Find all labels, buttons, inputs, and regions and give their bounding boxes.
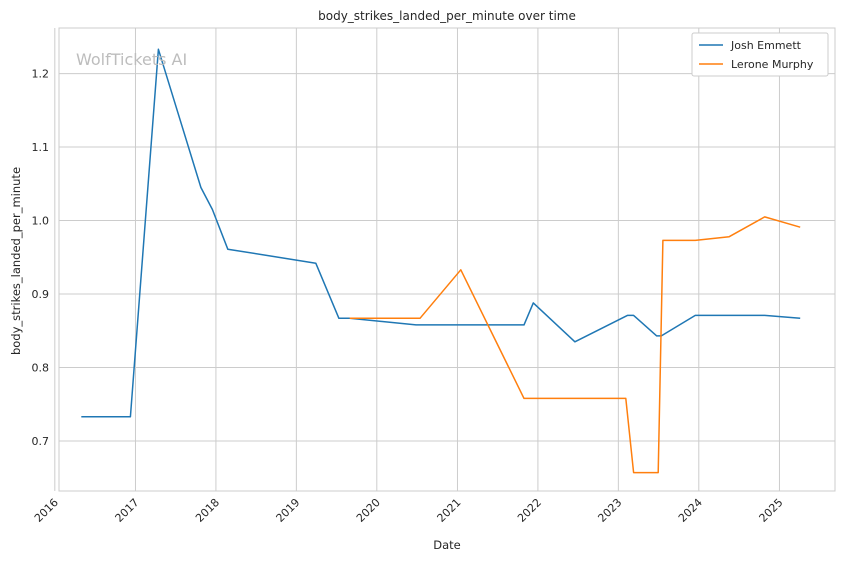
y-tick-label: 0.9 [32,288,50,301]
y-axis-title: body_strikes_landed_per_minute [9,167,23,355]
x-tick-label: 2025 [757,496,786,525]
y-tick-label: 0.8 [32,362,50,375]
legend-box [691,32,829,77]
x-tick-label: 2023 [595,496,624,525]
x-tick-label: 2016 [32,496,61,525]
grid [54,28,835,491]
x-tick-label: 2018 [193,496,222,525]
x-tick-label: 2019 [273,496,302,525]
x-tick-label: 2022 [515,496,544,525]
series-line-josh-emmett [81,48,801,418]
legend-label-josh-emmett: Josh Emmett [730,39,802,52]
y-tick-label: 1.0 [32,215,50,228]
watermark: WolfTickets AI [76,50,187,69]
series-line-lerone-murphy [349,216,801,474]
legend: Josh Emmett Lerone Murphy [691,32,829,77]
y-tick-label: 0.7 [32,435,50,448]
x-axis-title: Date [433,538,461,552]
series-lines [81,48,801,474]
x-tick-label: 2024 [676,496,705,525]
plot-frame [58,27,836,492]
y-tick-label: 1.2 [32,68,50,81]
x-tick-label: 2017 [113,496,142,525]
x-tick-label: 2020 [354,496,383,525]
y-tick-label: 1.1 [32,141,50,154]
chart-title: body_strikes_landed_per_minute over time [318,9,576,23]
y-axis-ticks: 0.7 0.8 0.9 1.0 1.1 1.2 [32,68,50,448]
legend-label-lerone-murphy: Lerone Murphy [731,58,814,71]
x-tick-label: 2021 [435,496,464,525]
x-axis-ticks: 2016 2017 2018 2019 2020 2021 2022 2023 2024 2025 [32,496,786,525]
